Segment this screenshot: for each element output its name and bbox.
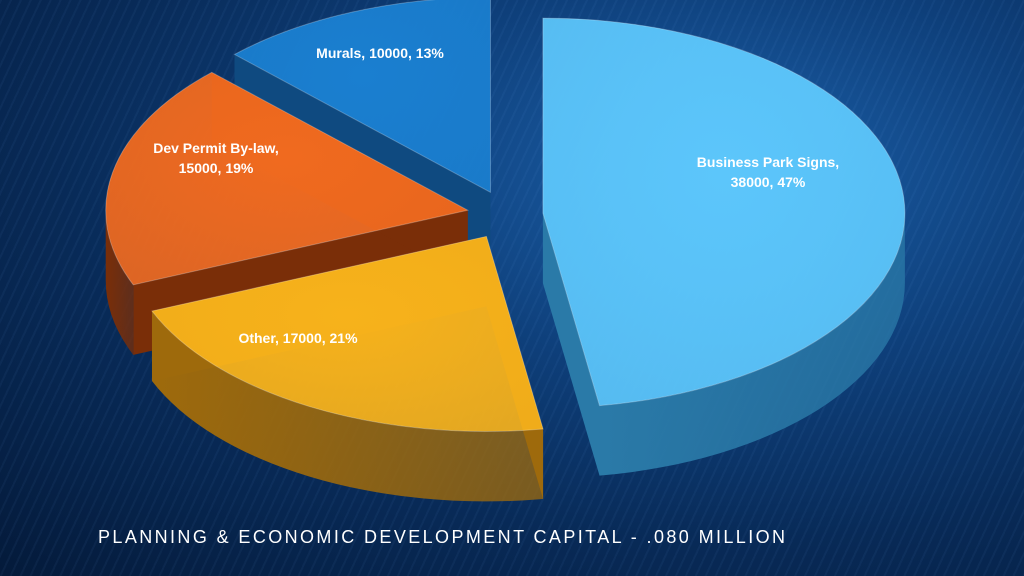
pie-slice-other (151, 235, 544, 502)
pie-slice-rim (151, 311, 544, 502)
pie-slice-top (105, 71, 470, 286)
slide-title: PLANNING & ECONOMIC DEVELOPMENT CAPITAL … (98, 527, 788, 547)
pie-slice-top (233, 0, 491, 194)
data-label-dev-permit-by-law: Dev Permit By-law, 15000, 19% (153, 140, 279, 176)
pie-slice-rim (105, 210, 134, 355)
pie-slice-rim (599, 213, 905, 476)
data-label-other: Other, 17000, 21% (238, 330, 358, 346)
data-label-business-park-signs: Business Park Signs, 38000, 47% (697, 154, 839, 190)
pie-slice-wall (542, 213, 600, 476)
pie-slice-top (542, 17, 906, 407)
pie-slice-business-park-signs (542, 17, 906, 476)
data-label-murals: Murals, 10000, 13% (316, 45, 444, 61)
pie-slice-top (151, 235, 544, 432)
